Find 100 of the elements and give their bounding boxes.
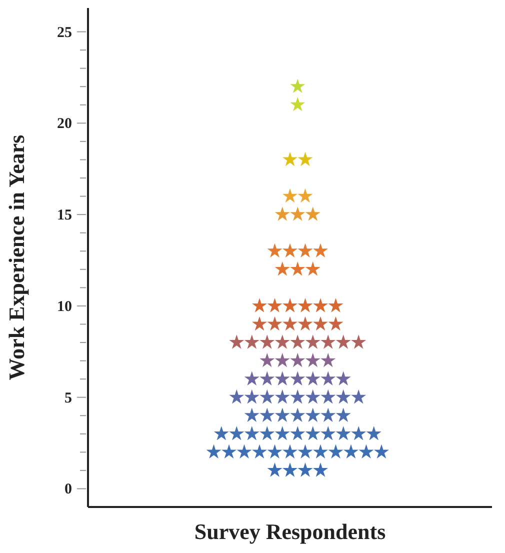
y-tick-label: 20 — [57, 116, 72, 132]
point — [290, 389, 306, 404]
point — [343, 444, 358, 459]
point — [244, 334, 260, 349]
point — [267, 316, 282, 331]
point — [305, 426, 320, 440]
point — [282, 243, 298, 258]
point — [260, 352, 275, 368]
point — [312, 298, 328, 312]
point — [305, 261, 320, 276]
point — [320, 389, 336, 404]
point — [267, 444, 282, 459]
point — [328, 444, 344, 459]
point — [290, 96, 306, 112]
point — [290, 206, 306, 221]
point — [282, 152, 298, 166]
point — [222, 444, 237, 459]
point — [290, 408, 306, 422]
y-tick-label: 0 — [64, 482, 72, 498]
point — [351, 334, 366, 349]
point — [336, 371, 351, 386]
point — [336, 408, 351, 422]
point — [312, 462, 328, 477]
y-axis-title: Work Experience in Years — [4, 134, 29, 380]
point — [305, 352, 320, 368]
point — [328, 298, 344, 312]
point — [298, 243, 313, 258]
point — [274, 371, 290, 386]
point — [252, 316, 268, 331]
point — [267, 243, 282, 258]
point — [236, 444, 252, 459]
point — [320, 352, 336, 368]
point — [312, 243, 328, 258]
point — [274, 206, 290, 221]
point — [366, 426, 382, 440]
point — [374, 444, 389, 459]
point — [290, 334, 306, 349]
point — [214, 426, 229, 440]
point — [328, 316, 344, 331]
point — [244, 389, 260, 404]
point — [351, 426, 366, 440]
point — [298, 316, 313, 331]
point — [274, 408, 290, 422]
point — [290, 352, 306, 368]
point — [298, 462, 313, 477]
point — [351, 389, 366, 404]
point — [252, 444, 268, 459]
point — [244, 371, 260, 386]
y-tick-label: 25 — [57, 24, 72, 41]
point — [282, 298, 298, 312]
point — [305, 334, 320, 349]
point — [282, 444, 298, 459]
point — [229, 389, 244, 404]
point — [298, 444, 313, 459]
point — [244, 426, 260, 440]
point — [206, 444, 222, 459]
y-tick-label: 5 — [64, 390, 72, 406]
point — [358, 444, 374, 459]
point — [244, 408, 260, 422]
point — [320, 371, 336, 386]
point — [252, 298, 268, 312]
point — [336, 426, 351, 440]
point — [312, 316, 328, 331]
point — [320, 334, 336, 349]
point — [274, 389, 290, 404]
point — [274, 426, 290, 440]
point — [290, 78, 306, 93]
point — [298, 188, 313, 203]
point — [260, 371, 275, 386]
point — [312, 444, 328, 459]
point — [336, 334, 351, 349]
point — [320, 426, 336, 440]
point — [274, 261, 290, 276]
x-axis-title: Survey Respondents — [194, 519, 386, 544]
point — [298, 298, 313, 312]
y-tick-label: 15 — [57, 208, 72, 224]
point — [282, 316, 298, 331]
point — [260, 408, 275, 422]
point — [274, 334, 290, 349]
point — [305, 389, 320, 404]
point — [290, 371, 306, 386]
point — [229, 334, 244, 349]
y-tick-label: 10 — [57, 298, 72, 315]
point — [336, 389, 351, 404]
point — [274, 352, 290, 368]
point — [305, 206, 320, 221]
point — [290, 261, 306, 276]
point — [260, 426, 275, 440]
point — [267, 462, 282, 477]
point — [298, 152, 313, 166]
point — [305, 371, 320, 386]
point — [290, 426, 306, 440]
point — [229, 426, 244, 440]
point — [320, 408, 336, 422]
point — [260, 334, 275, 349]
point — [260, 389, 275, 404]
point — [267, 298, 282, 312]
point — [282, 462, 298, 477]
point — [282, 188, 298, 203]
point — [305, 408, 320, 422]
